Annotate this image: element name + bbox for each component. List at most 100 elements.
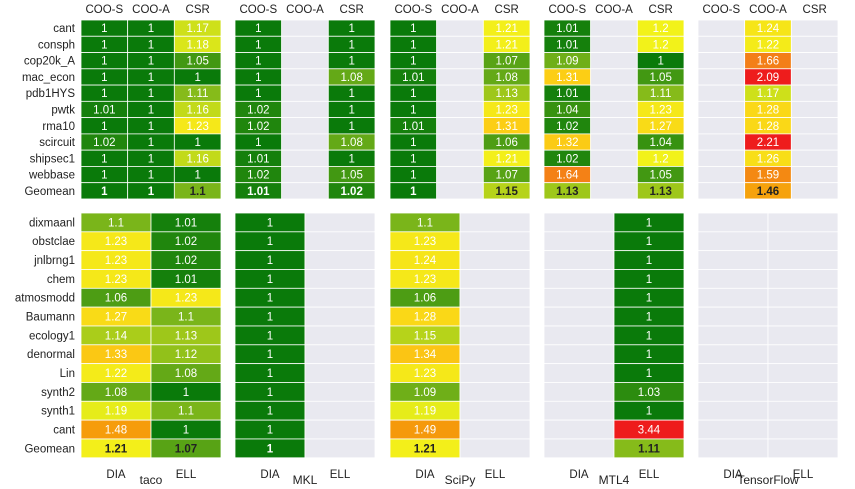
column-label-top-taco-1: COO-A [132,4,170,16]
cell-label-bottom-taco-r7-c1: 1.12 [175,349,197,361]
cell-label-bottom-taco-r12-c1: 1.07 [175,443,197,455]
cell-empty-top-mkl-r3-c1 [281,68,329,86]
cell-label-bottom-mtl4-r7-c1: 1 [646,349,652,361]
cell-label-bottom-mkl-r9-c0: 1 [267,387,273,399]
cell-empty-top-mtl4-r7-c1 [590,133,638,151]
cell-empty-bottom-mtl4-r11-c0 [543,419,615,440]
cell-label-top-tensorflow-r4-c1: 1.17 [757,88,779,100]
cell-empty-bottom-tensorflow-r5-c0 [697,306,769,327]
cell-empty-top-tensorflow-r7-c2 [790,133,839,151]
cell-label-bottom-taco-r3-c0: 1.23 [105,274,127,286]
cell-empty-bottom-tensorflow-r11-c0 [697,419,769,440]
cell-label-top-scipy-r6-c0: 1.01 [402,121,424,133]
cell-empty-bottom-scipy-r2-c1 [459,250,531,270]
cell-label-top-mkl-r8-c2: 1 [348,153,354,165]
cell-empty-top-tensorflow-r7-c0 [697,133,746,151]
cell-empty-bottom-tensorflow-r8-c0 [697,363,769,383]
cell-empty-bottom-mtl4-r4-c0 [543,287,615,308]
cell-label-top-scipy-r8-c0: 1 [410,153,416,165]
cell-label-bottom-taco-r5-c1: 1.1 [178,312,194,324]
cell-label-top-scipy-r0-c2: 1.21 [495,23,517,35]
cell-label-top-taco-r3-c2: 1 [194,72,200,84]
cell-empty-top-mtl4-r4-c1 [590,84,638,102]
cell-empty-top-scipy-r6-c1 [436,117,484,135]
cell-label-top-mkl-r1-c2: 1 [348,39,354,51]
cell-empty-bottom-scipy-r12-c1 [459,438,531,459]
cell-empty-bottom-tensorflow-r6-c0 [697,325,769,346]
cell-label-top-taco-r7-c0: 1.02 [93,137,115,149]
cell-empty-top-tensorflow-r5-c2 [790,100,839,119]
cell-label-top-scipy-r9-c2: 1.07 [495,170,517,182]
cell-empty-top-mkl-r9-c1 [281,166,329,184]
cell-label-top-mkl-r0-c2: 1 [348,23,354,35]
cell-label-bottom-mkl-r7-c0: 1 [267,349,273,361]
column-label-top-scipy-0: COO-S [394,4,432,16]
cell-empty-top-scipy-r9-c1 [436,166,484,184]
row-label-bottom-10: synth1 [41,406,75,418]
cell-label-bottom-taco-r2-c0: 1.23 [105,255,127,267]
cell-empty-top-scipy-r0-c1 [436,19,484,37]
cell-label-bottom-mtl4-r8-c1: 1 [646,368,652,380]
cell-label-bottom-taco-r8-c0: 1.22 [105,368,127,380]
column-label-bottom-tensorflow-1: ELL [793,469,814,481]
cell-label-bottom-taco-r12-c0: 1.21 [105,443,128,455]
cell-label-top-tensorflow-r0-c1: 1.24 [757,23,780,35]
cell-empty-top-mtl4-r2-c1 [590,52,638,70]
cell-label-top-taco-r5-c1: 1 [148,104,154,116]
cell-empty-bottom-mtl4-r9-c0 [543,382,615,402]
cell-label-bottom-taco-r1-c1: 1.02 [175,236,197,248]
column-label-bottom-tensorflow-0: DIA [723,469,743,481]
cell-top-mkl-r10-c2 [327,182,376,200]
cell-empty-bottom-mtl4-r8-c0 [543,363,615,383]
cell-bottom-taco-r12-c1 [150,438,222,459]
cell-empty-bottom-mkl-r0-c1 [304,212,376,233]
cell-label-top-mtl4-r2-c0: 1.09 [556,56,578,68]
cell-top-mtl4-r10-c2 [636,182,685,200]
cell-empty-bottom-scipy-r1-c1 [459,231,531,252]
row-label-top-6: rma10 [42,121,75,133]
row-label-bottom-9: synth2 [41,387,75,399]
library-label-taco: taco [140,473,163,487]
cell-empty-bottom-tensorflow-r0-c0 [697,212,769,233]
cell-empty-bottom-mtl4-r7-c0 [543,344,615,365]
cell-empty-top-tensorflow-r0-c0 [697,19,746,37]
cell-label-bottom-scipy-r10-c0: 1.19 [414,406,436,418]
cell-label-bottom-taco-r0-c0: 1.1 [108,217,124,229]
cell-label-top-tensorflow-r10-c1: 1.46 [757,186,779,198]
cell-label-top-taco-r7-c1: 1 [148,137,154,149]
cell-empty-top-scipy-r3-c1 [436,68,484,86]
cell-label-top-taco-r0-c1: 1 [148,23,154,35]
cell-empty-bottom-mkl-r7-c1 [304,344,376,365]
cell-label-top-mkl-r5-c2: 1 [348,104,354,116]
cell-label-top-mkl-r10-c2: 1.02 [340,186,362,198]
row-label-bottom-3: chem [47,274,75,286]
cell-label-top-scipy-r5-c0: 1 [410,104,416,116]
cell-label-top-scipy-r5-c2: 1.23 [495,104,517,116]
cell-empty-top-tensorflow-r1-c2 [790,35,839,53]
row-label-bottom-5: Baumann [26,312,75,324]
cell-empty-top-tensorflow-r8-c2 [790,149,839,167]
cell-label-top-taco-r7-c2: 1 [194,137,200,149]
cell-label-top-taco-r6-c0: 1 [101,121,107,133]
column-label-top-mkl-1: COO-A [286,4,324,16]
column-label-top-mtl4-2: CSR [649,4,673,16]
cell-label-top-taco-r10-c2: 1.1 [190,186,207,198]
row-label-top-3: mac_econ [22,72,75,84]
cell-empty-top-mkl-r0-c1 [281,19,329,37]
cell-label-bottom-mtl4-r6-c1: 1 [646,330,652,342]
column-label-top-scipy-1: COO-A [441,4,479,16]
cell-label-top-scipy-r1-c0: 1 [410,39,416,51]
column-label-top-mkl-2: CSR [340,4,364,16]
cell-label-bottom-scipy-r6-c0: 1.15 [414,330,436,342]
cell-empty-top-tensorflow-r10-c0 [697,182,746,200]
cell-label-bottom-taco-r4-c1: 1.23 [175,293,197,305]
cell-label-top-taco-r2-c1: 1 [148,56,154,68]
cell-empty-top-mtl4-r5-c1 [590,100,638,119]
cell-empty-top-tensorflow-r3-c0 [697,68,746,86]
cell-label-top-taco-r3-c0: 1 [101,72,107,84]
cell-empty-bottom-mkl-r1-c1 [304,231,376,252]
cell-empty-top-scipy-r10-c1 [436,182,484,200]
cell-empty-bottom-tensorflow-r9-c1 [767,382,839,402]
cell-empty-top-mtl4-r1-c1 [590,35,638,53]
cell-label-top-taco-r1-c0: 1 [101,39,107,51]
